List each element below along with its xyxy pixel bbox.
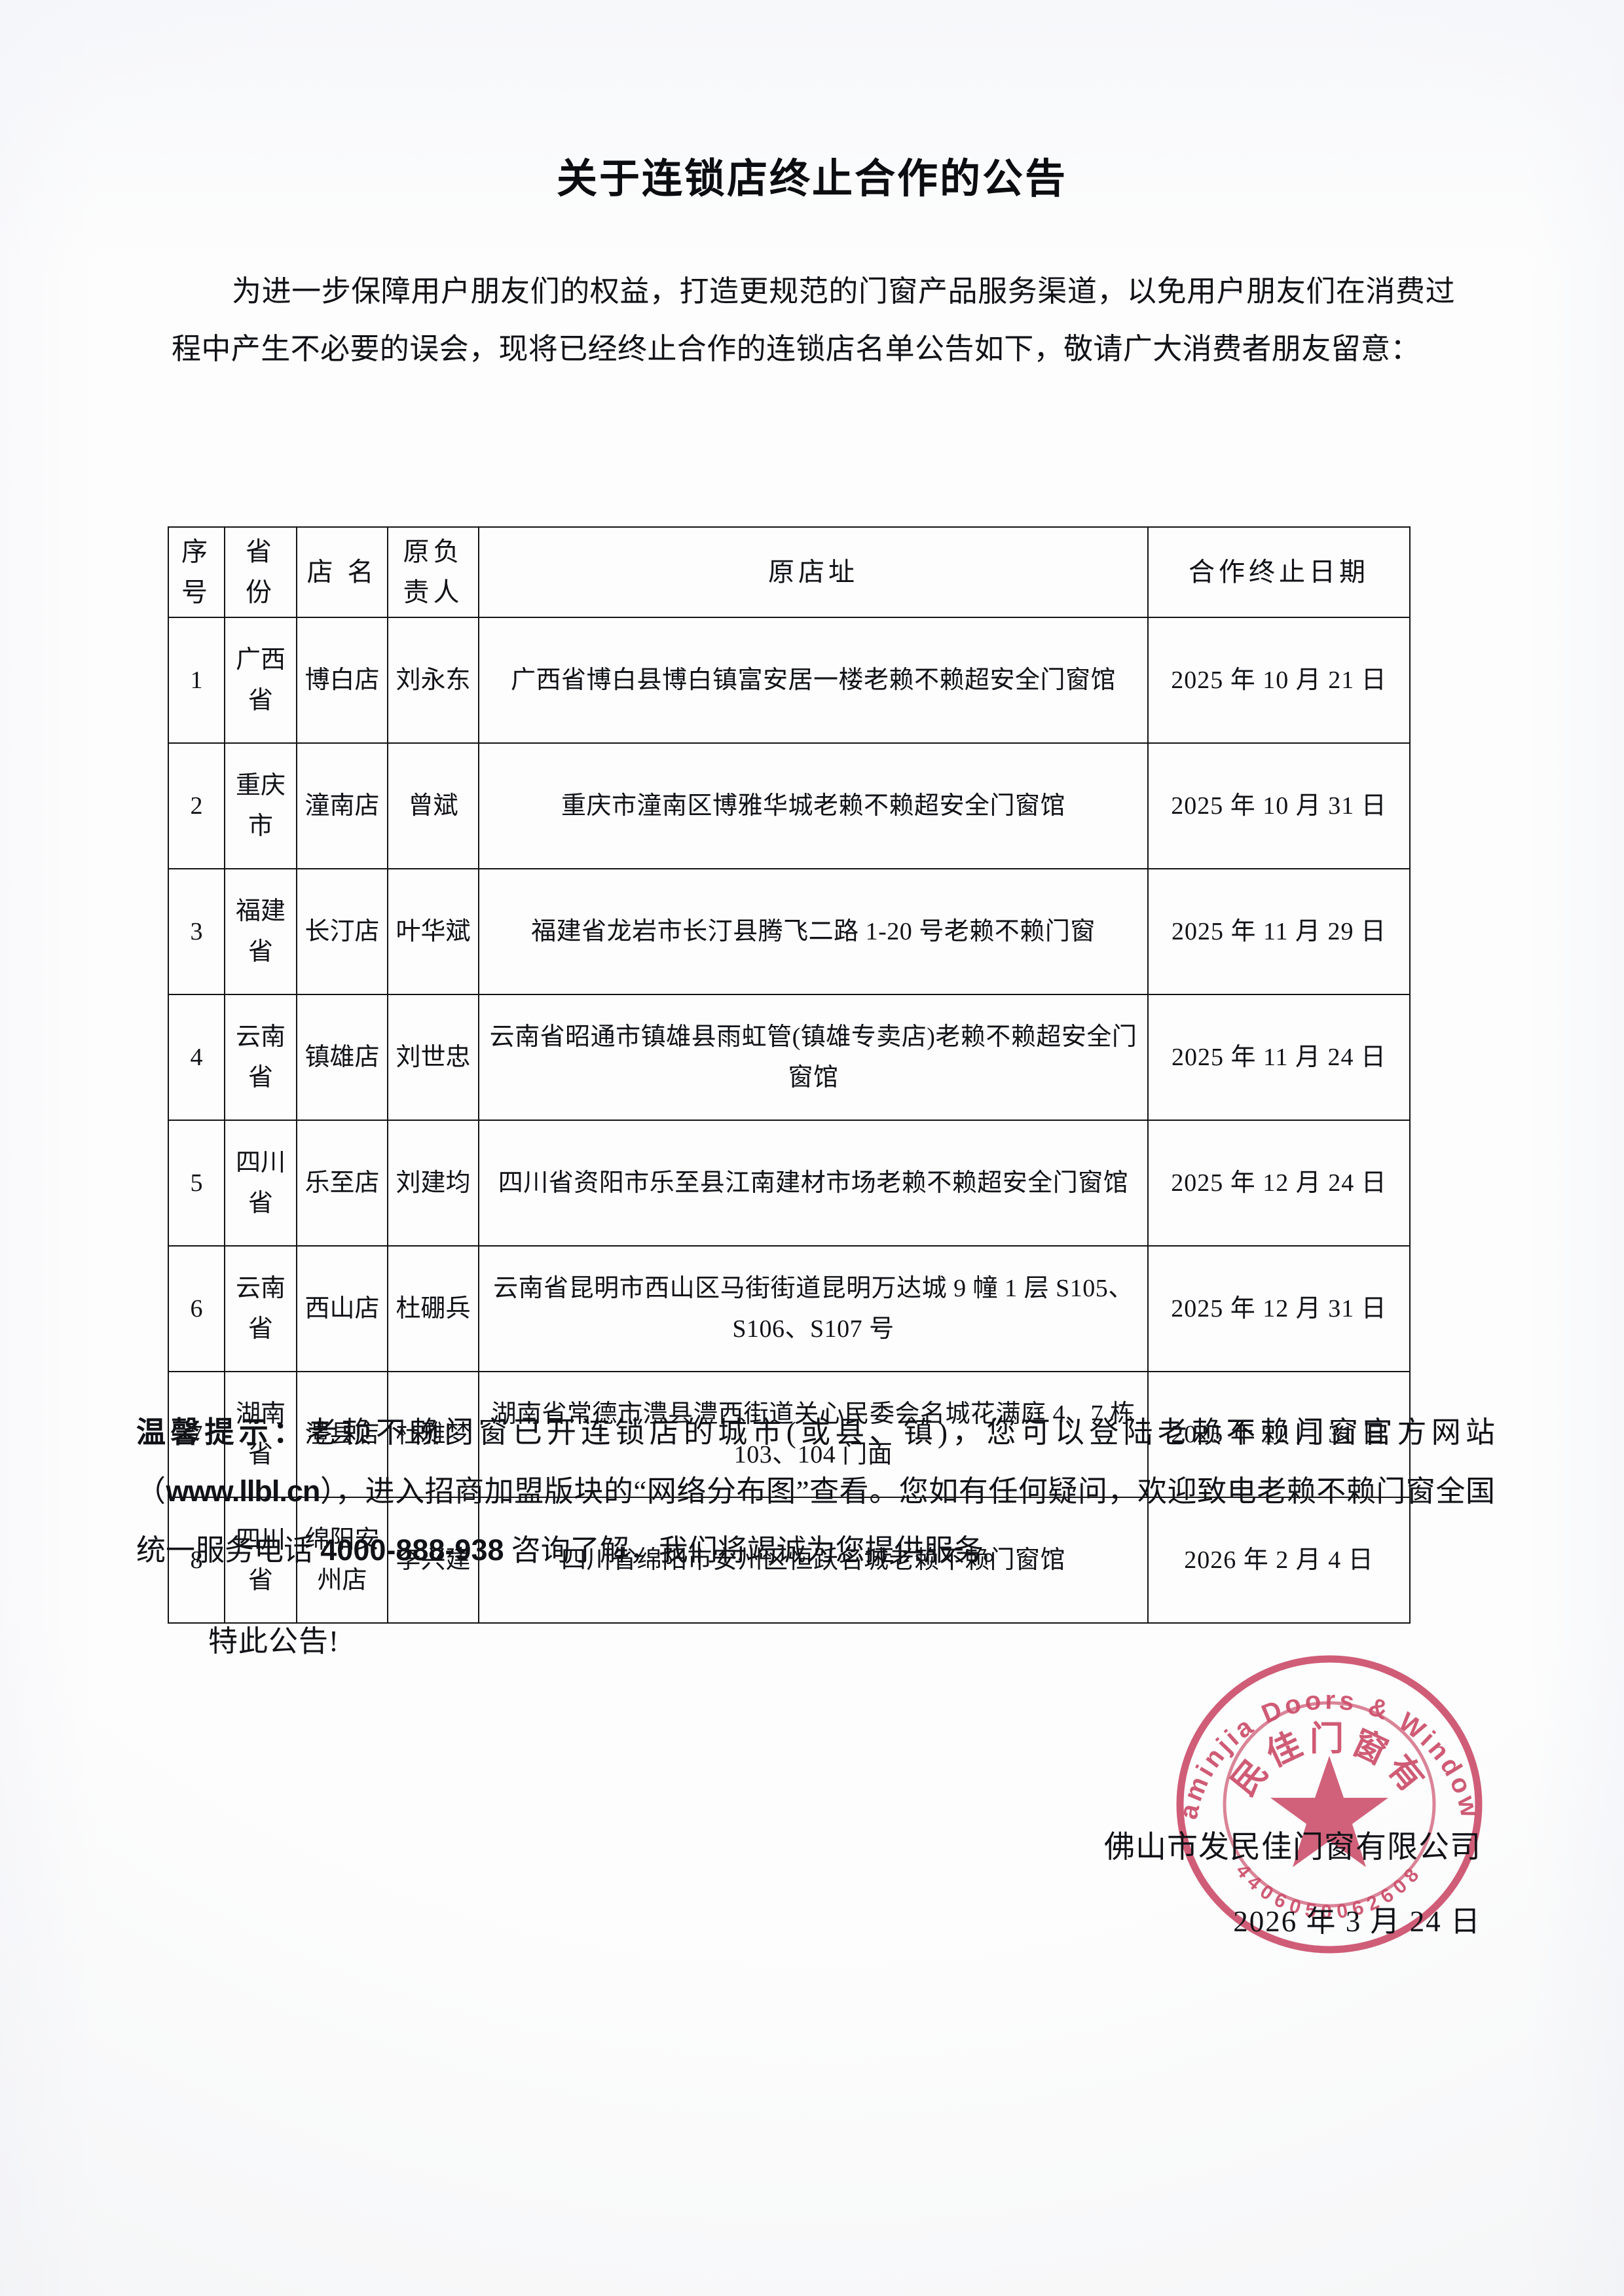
cell-index: 2: [168, 742, 225, 869]
cell-manager: 刘永东: [387, 617, 479, 744]
official-website-link[interactable]: www.llbl.cn: [166, 1474, 321, 1508]
cell-manager: 曾斌: [387, 742, 479, 869]
col-header-manager: 原负责人: [387, 526, 479, 618]
cell-store: 镇雄店: [296, 994, 388, 1121]
cell-index: 7: [168, 1371, 225, 1498]
cell-index: 4: [168, 994, 225, 1121]
cell-end-date: 2025 年 12 月 31 日: [1147, 1371, 1411, 1498]
cell-store: 长汀店: [296, 868, 388, 995]
intro-paragraph: 为进一步保障用户朋友们的权益，打造更规范的门窗产品服务渠道，以免用户朋友们在消费…: [172, 275, 1455, 365]
terminated-stores-table: 序 号 省 份 店 名 原负责人 原店址 合作终止日期 1 广西省 博白店 刘永…: [168, 526, 1411, 1624]
cell-address: 重庆市潼南区博雅华城老赖不赖超安全门窗馆: [478, 742, 1149, 869]
cell-address: 四川省资阳市乐至县江南建材市场老赖不赖超安全门窗馆: [478, 1120, 1149, 1247]
warm-tips-paragraph: 温馨提示：老赖不赖门窗已开连锁店的城市(或县、镇)，您可以登陆老赖不赖门窗官方网…: [136, 1403, 1495, 1580]
cell-end-date: 2025 年 11 月 24 日: [1147, 994, 1411, 1121]
cell-manager: 杜雅梦: [387, 1371, 479, 1498]
cell-manager: 杜硼兵: [387, 1245, 479, 1372]
table-row: 8 四川省 绵阳安州店 李兴建 四川省绵阳市安州区恒跃名城老赖不赖门窗馆 202…: [168, 1497, 1411, 1624]
hereby-announce-text: 特此公告!: [208, 1625, 339, 1658]
cell-address: 广西省博白县博白镇富安居一楼老赖不赖超安全门窗馆: [478, 617, 1149, 744]
cell-province: 重庆市: [224, 742, 297, 869]
cell-address: 云南省昆明市西山区马街街道昆明万达城 9 幢 1 层 S105、S106、S10…: [478, 1245, 1149, 1372]
warm-tips-text-3: 咨询了解，我们将竭诚为您提供服务。: [504, 1534, 1012, 1567]
cell-province: 四川省: [224, 1497, 297, 1624]
table-row: 6 云南省 西山店 杜硼兵 云南省昆明市西山区马街街道昆明万达城 9 幢 1 层…: [168, 1245, 1411, 1372]
cell-address: 福建省龙岩市长汀县腾飞二路 1-20 号老赖不赖门窗: [478, 868, 1149, 995]
cell-end-date: 2025 年 10 月 21 日: [1147, 617, 1411, 744]
cell-store: 乐至店: [296, 1120, 388, 1247]
col-header-province: 省 份: [224, 526, 297, 618]
page-title: 关于连锁店终止合作的公告: [556, 156, 1067, 202]
table-row: 2 重庆市 潼南店 曾斌 重庆市潼南区博雅华城老赖不赖超安全门窗馆 2025 年…: [168, 742, 1411, 869]
cell-address: 四川省绵阳市安州区恒跃名城老赖不赖门窗馆: [478, 1497, 1149, 1624]
cell-manager: 刘建均: [387, 1120, 479, 1247]
col-header-index: 序 号: [168, 526, 225, 618]
cell-province: 云南省: [224, 1245, 297, 1372]
cell-store: 博白店: [296, 617, 388, 744]
table-row: 7 湖南省 澧县店 杜雅梦 湖南省常德市澧县澧西街道关心民委会名城花满庭 4、7…: [168, 1371, 1411, 1498]
cell-end-date: 2025 年 12 月 31 日: [1147, 1245, 1411, 1372]
table-row: 4 云南省 镇雄店 刘世忠 云南省昭通市镇雄县雨虹管(镇雄专卖店)老赖不赖超安全…: [168, 994, 1411, 1121]
service-hotline-number: 4000-888-938: [320, 1533, 504, 1567]
warm-tips-text-2: ），进入招商加盟版块的“网络分布图”查看。您如有任何疑问，欢迎致电老赖不赖门窗全…: [136, 1475, 1495, 1567]
cell-province: 广西省: [224, 617, 297, 744]
table-row: 5 四川省 乐至店 刘建均 四川省资阳市乐至县江南建材市场老赖不赖超安全门窗馆 …: [168, 1120, 1411, 1247]
col-header-end-date: 合作终止日期: [1147, 526, 1411, 618]
table-row: 3 福建省 长汀店 叶华斌 福建省龙岩市长汀县腾飞二路 1-20 号老赖不赖门窗…: [168, 868, 1411, 995]
cell-address: 湖南省常德市澧县澧西街道关心民委会名城花满庭 4、7 栋 103、104 门面: [478, 1371, 1149, 1498]
cell-index: 5: [168, 1120, 225, 1247]
cell-manager: 刘世忠: [387, 994, 479, 1121]
warm-tips-label: 温馨提示：: [136, 1415, 308, 1449]
cell-index: 3: [168, 868, 225, 995]
table-body: 1 广西省 博白店 刘永东 广西省博白县博白镇富安居一楼老赖不赖超安全门窗馆 2…: [168, 617, 1411, 1624]
cell-end-date: 2025 年 10 月 31 日: [1147, 742, 1411, 869]
cell-store: 澧县店: [296, 1371, 388, 1498]
table-head: 序 号 省 份 店 名 原负责人 原店址 合作终止日期: [168, 526, 1411, 618]
cell-manager: 李兴建: [387, 1497, 479, 1624]
cell-province: 福建省: [224, 868, 297, 995]
cell-manager: 叶华斌: [387, 868, 479, 995]
cell-store: 绵阳安州店: [296, 1497, 388, 1624]
cell-province: 四川省: [224, 1120, 297, 1247]
cell-address: 云南省昭通市镇雄县雨虹管(镇雄专卖店)老赖不赖超安全门窗馆: [478, 994, 1149, 1121]
signature-company-name: 佛山市发民佳门窗有限公司: [1104, 1831, 1481, 1865]
cell-end-date: 2026 年 2 月 4 日: [1147, 1497, 1411, 1624]
table-header-row: 序 号 省 份 店 名 原负责人 原店址 合作终止日期: [168, 526, 1411, 618]
col-header-address: 原店址: [478, 526, 1149, 618]
warm-tips-text-1: 老赖不赖门窗已开连锁店的城市(或县、镇)，您可以登陆老赖不赖门窗官方网站（: [136, 1416, 1495, 1508]
cell-index: 8: [168, 1497, 225, 1624]
cell-province: 云南省: [224, 994, 297, 1121]
cell-store: 潼南店: [296, 742, 388, 869]
cell-end-date: 2025 年 12 月 24 日: [1147, 1120, 1411, 1247]
cell-province: 湖南省: [224, 1371, 297, 1498]
col-header-store: 店 名: [296, 526, 388, 618]
terminated-stores-table-wrap: 序 号 省 份 店 名 原负责人 原店址 合作终止日期 1 广西省 博白店 刘永…: [168, 526, 1411, 1624]
cell-index: 6: [168, 1245, 225, 1372]
cell-index: 1: [168, 617, 225, 744]
signature-date: 2026 年 3 月 24 日: [1233, 1905, 1481, 1938]
table-row: 1 广西省 博白店 刘永东 广西省博白县博白镇富安居一楼老赖不赖超安全门窗馆 2…: [168, 617, 1411, 744]
cell-end-date: 2025 年 11 月 29 日: [1147, 868, 1411, 995]
cell-store: 西山店: [296, 1245, 388, 1372]
